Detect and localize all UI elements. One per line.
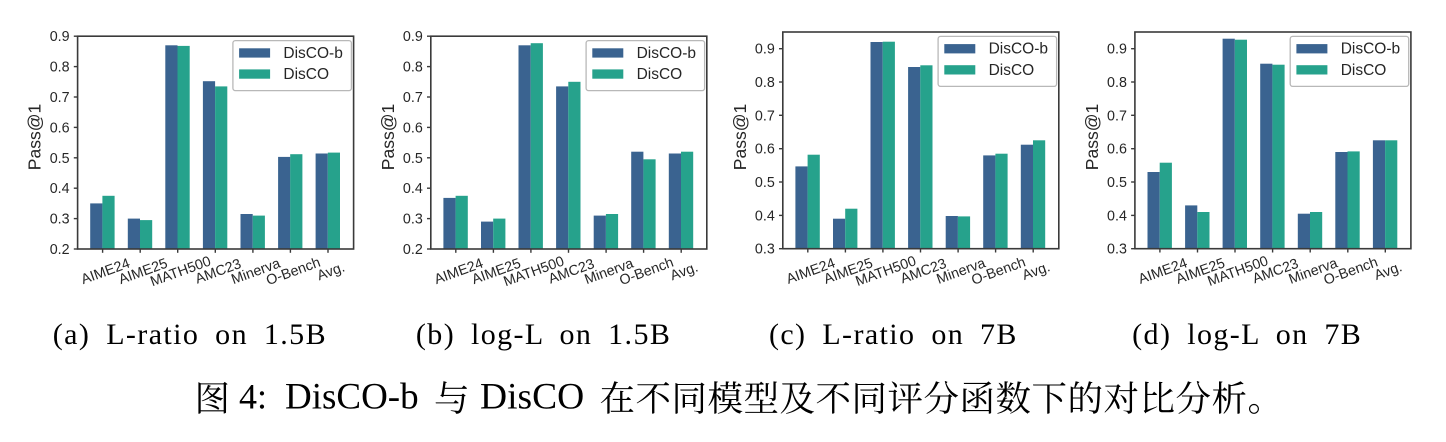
- svg-text:0.3: 0.3: [50, 212, 70, 228]
- svg-text:0.9: 0.9: [403, 29, 423, 45]
- svg-text:(c) L-ratio on 7B: (c) L-ratio on 7B: [769, 318, 1018, 351]
- svg-text:Pass@1: Pass@1: [730, 104, 750, 170]
- svg-text:0.2: 0.2: [403, 242, 423, 258]
- svg-text:DisCO-b: DisCO-b: [637, 45, 696, 62]
- svg-text:DisCO: DisCO: [989, 62, 1035, 79]
- svg-text:0.6: 0.6: [403, 120, 423, 136]
- svg-text:(d) log-L on 7B: (d) log-L on 7B: [1132, 318, 1362, 351]
- svg-text:Pass@1: Pass@1: [1082, 104, 1102, 170]
- svg-text:Pass@1: Pass@1: [378, 104, 398, 170]
- svg-text:0.8: 0.8: [50, 60, 70, 76]
- svg-text:DisCO: DisCO: [1341, 62, 1387, 79]
- svg-text:0.6: 0.6: [1107, 142, 1127, 158]
- svg-text:0.7: 0.7: [755, 108, 775, 124]
- svg-text:0.4: 0.4: [1107, 208, 1127, 224]
- svg-text:0.5: 0.5: [755, 175, 775, 191]
- svg-text:0.8: 0.8: [755, 75, 775, 91]
- svg-text:0.6: 0.6: [755, 142, 775, 158]
- svg-text:0.9: 0.9: [50, 29, 70, 45]
- svg-text:0.7: 0.7: [50, 90, 70, 106]
- svg-text:0.5: 0.5: [1107, 175, 1127, 191]
- svg-text:0.2: 0.2: [50, 242, 70, 258]
- svg-text:0.8: 0.8: [1107, 75, 1127, 91]
- svg-text:0.5: 0.5: [403, 151, 423, 167]
- svg-text:DisCO: DisCO: [637, 66, 683, 83]
- svg-text:0.9: 0.9: [1107, 42, 1127, 58]
- svg-text:0.8: 0.8: [403, 60, 423, 76]
- svg-text:0.4: 0.4: [403, 181, 423, 197]
- svg-text:0.4: 0.4: [755, 208, 775, 224]
- svg-text:0.3: 0.3: [755, 242, 775, 258]
- svg-text:0.3: 0.3: [403, 212, 423, 228]
- svg-text:DisCO-b: DisCO-b: [1341, 41, 1400, 58]
- svg-text:Pass@1: Pass@1: [25, 104, 45, 170]
- svg-text:0.9: 0.9: [755, 42, 775, 58]
- svg-text:(b) log-L on 1.5B: (b) log-L on 1.5B: [416, 318, 671, 351]
- svg-text:DisCO-b: DisCO-b: [989, 41, 1048, 58]
- svg-text:0.7: 0.7: [1107, 108, 1127, 124]
- svg-text:0.3: 0.3: [1107, 242, 1127, 258]
- svg-text:0.7: 0.7: [403, 90, 423, 106]
- svg-text:0.5: 0.5: [50, 151, 70, 167]
- svg-text:(a) L-ratio on 1.5B: (a) L-ratio on 1.5B: [53, 318, 327, 351]
- svg-text:0.6: 0.6: [50, 120, 70, 136]
- svg-text:DisCO-b: DisCO-b: [283, 45, 342, 62]
- svg-text:0.4: 0.4: [50, 181, 70, 197]
- svg-text:DisCO: DisCO: [480, 376, 584, 417]
- svg-text:DisCO-b: DisCO-b: [285, 376, 419, 417]
- svg-text:4:: 4:: [239, 376, 267, 416]
- svg-text:DisCO: DisCO: [283, 66, 329, 83]
